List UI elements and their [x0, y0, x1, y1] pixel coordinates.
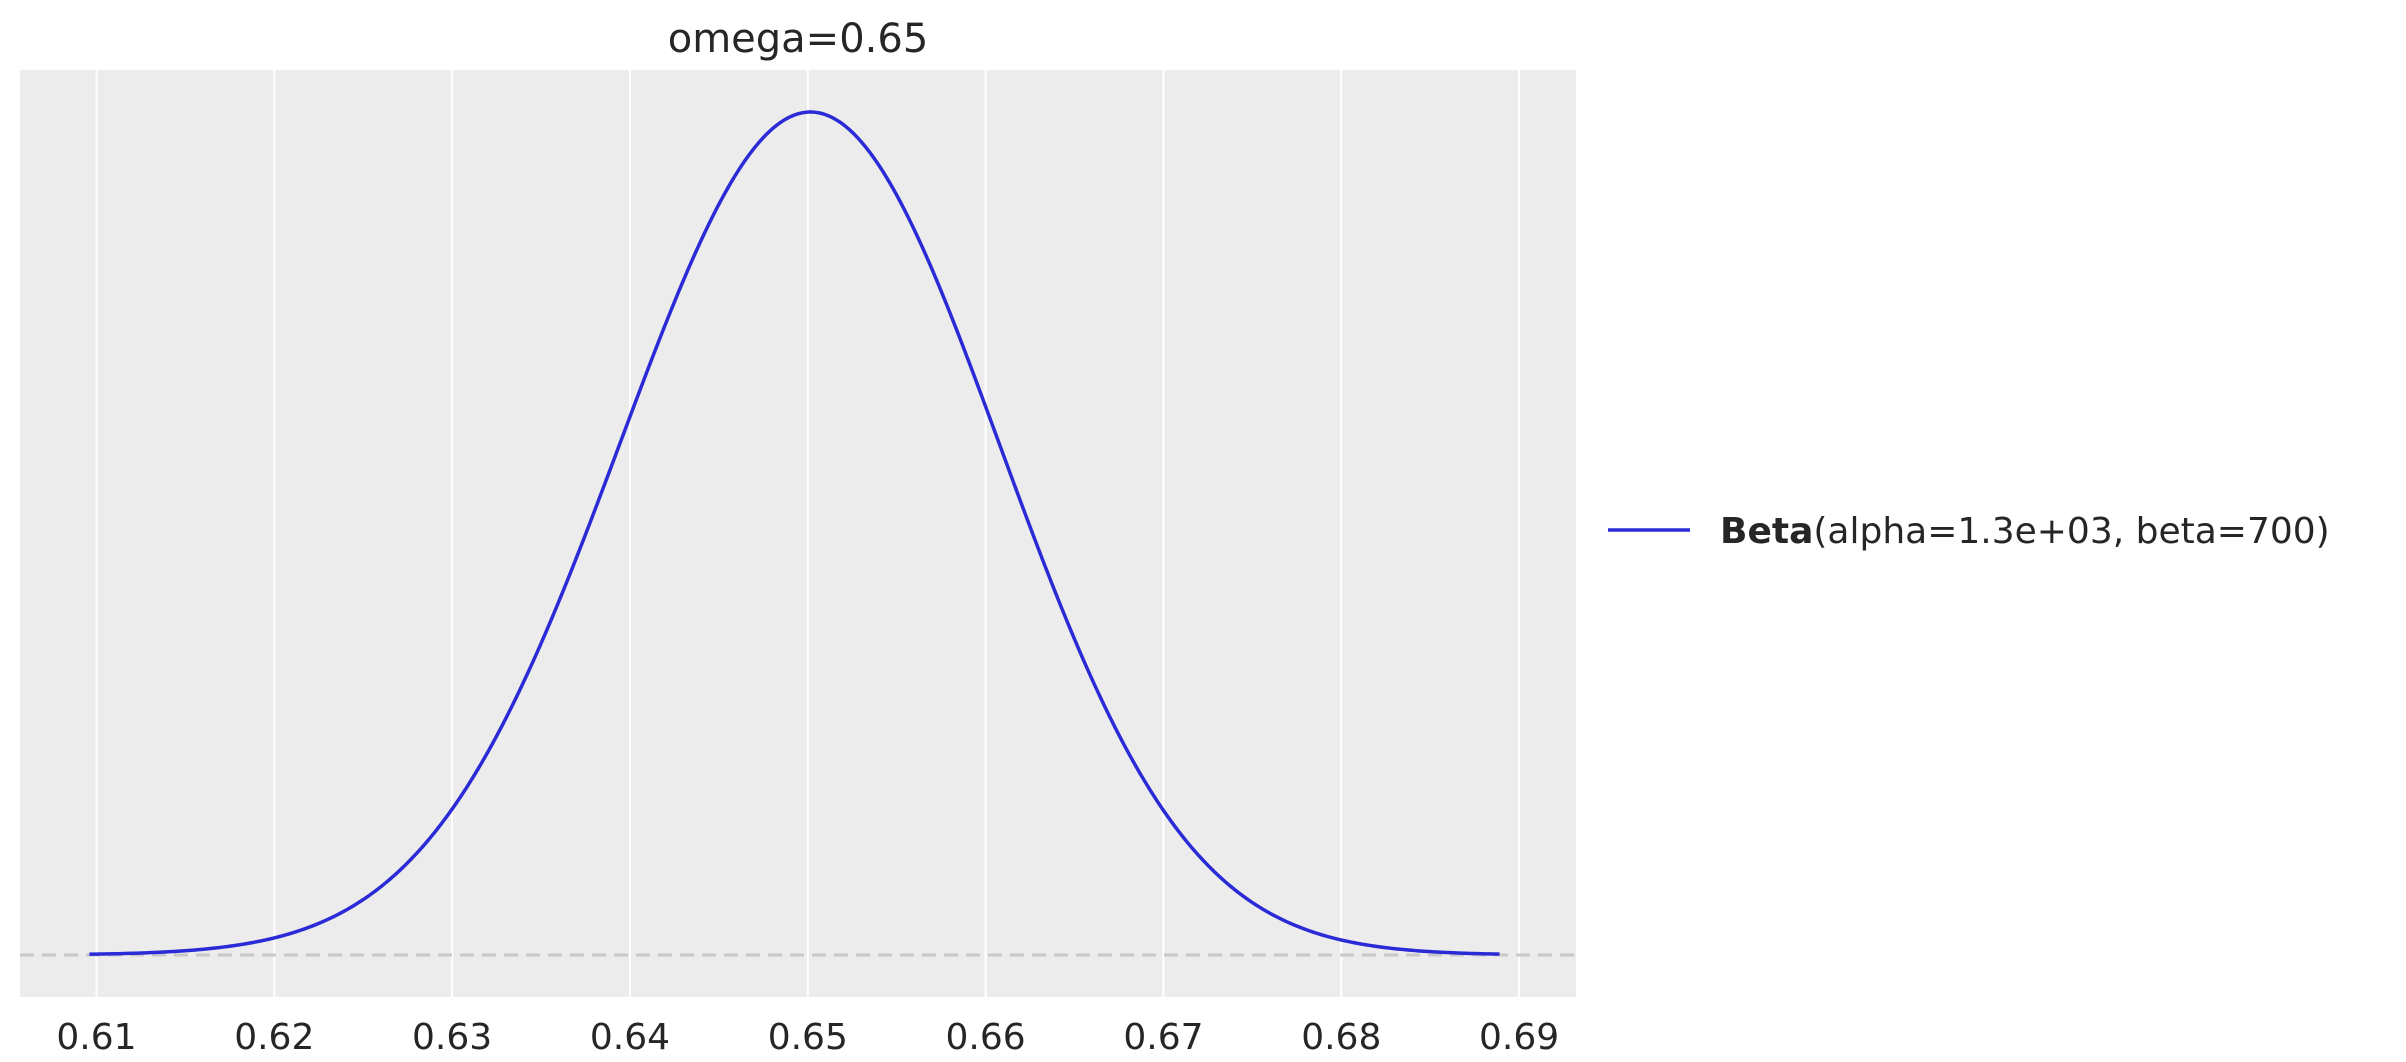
legend-entry: Beta(alpha=1.3e+03, beta=700) [1720, 511, 2330, 552]
x-tick-label: 0.61 [56, 1017, 136, 1058]
chart-title: omega=0.65 [668, 16, 929, 62]
x-tick-label: 0.63 [412, 1017, 492, 1058]
x-tick-label: 0.68 [1301, 1017, 1381, 1058]
x-tick-label: 0.67 [1123, 1017, 1203, 1058]
plot-background [20, 70, 1576, 997]
x-tick-label: 0.64 [590, 1017, 670, 1058]
legend: Beta(alpha=1.3e+03, beta=700) [1608, 511, 2330, 552]
x-tick-label: 0.65 [768, 1017, 848, 1058]
x-tick-label: 0.66 [946, 1017, 1026, 1058]
x-tick-labels: 0.61 0.62 0.63 0.64 0.65 0.66 0.67 0.68 0.69 [56, 1017, 1559, 1058]
legend-name-bold: Beta [1720, 511, 1813, 552]
legend-name-params: (alpha=1.3e+03, beta=700) [1813, 511, 2329, 552]
x-tick-label: 0.69 [1479, 1017, 1559, 1058]
grid-lines [95, 70, 1521, 997]
series-line-beta [89, 110, 1500, 956]
x-tick-label: 0.62 [234, 1017, 314, 1058]
